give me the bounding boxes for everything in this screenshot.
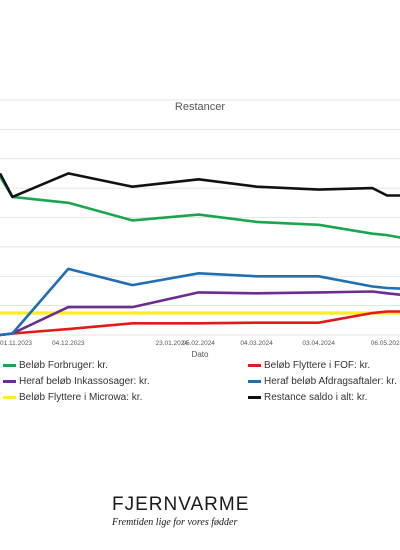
x-tick-label: 03.04.2024 (302, 340, 335, 347)
legend-item: Heraf beløb Inkassosager: kr. (3, 376, 150, 387)
series-line-2 (0, 290, 400, 337)
legend-label: Beløb Forbruger: kr. (19, 360, 108, 371)
legend-item: Beløb Flyttere i Microwa: kr. (3, 392, 142, 403)
brand-name: FJERNVARME (112, 494, 250, 515)
legend-label: Restance saldo i alt: kr. (264, 392, 368, 403)
legend-item: Beløb Flyttere i FOF: kr. (248, 360, 370, 371)
x-tick-label: 04.03.2024 (240, 340, 273, 347)
brand-tagline: Fremtiden lige for vores fødder (112, 517, 238, 528)
chart-legend: Beløb Forbruger: kr. Beløb Flyttere i FOF… (0, 356, 400, 412)
x-tick-label: 01.11.2023 (0, 340, 32, 347)
legend-label: Beløb Flyttere i Microwa: kr. (19, 392, 143, 403)
legend-label: Beløb Flyttere i FOF: kr. (264, 360, 371, 371)
series-line-3 (0, 267, 400, 337)
x-tick-label: 05.02.2024 (182, 340, 215, 347)
legend-swatch (3, 380, 16, 383)
x-tick-label: 23.01.2024 (155, 340, 188, 347)
x-tick-label: 04.12.2023 (52, 340, 85, 347)
legend-swatch (3, 396, 16, 399)
legend-swatch (248, 380, 261, 383)
legend-item: Heraf beløb Afdragsaftaler: kr. (248, 376, 397, 387)
legend-swatch (248, 396, 261, 399)
legend-label: Heraf beløb Inkassosager: kr. (19, 376, 150, 387)
legend-item: Restance saldo i alt: kr. (248, 392, 367, 403)
chart-grid (0, 99, 400, 336)
chart-series (0, 172, 400, 337)
x-axis-ticks: 01.11.2023 04.12.2023 23.01.202405.02.2024… (0, 340, 400, 347)
legend-label: Heraf beløb Afdragsaftaler: kr. (264, 376, 397, 387)
series-line-5 (0, 172, 400, 199)
legend-swatch (248, 364, 261, 367)
legend-swatch (3, 364, 16, 367)
series-line-0 (0, 175, 400, 239)
line-chart: Restancer 01.11.2023 04.12.2023 23.01.2024… (0, 99, 400, 359)
x-axis-title: Dato (192, 350, 209, 359)
chart-title: Restancer (175, 101, 225, 113)
series-line-1 (0, 310, 400, 337)
brand-logo: FJERNVARME Fremtiden lige for vores fødd… (112, 494, 312, 529)
x-tick-label: 06.05.2024 (371, 340, 400, 347)
legend-item: Beløb Forbruger: kr. (3, 360, 108, 371)
